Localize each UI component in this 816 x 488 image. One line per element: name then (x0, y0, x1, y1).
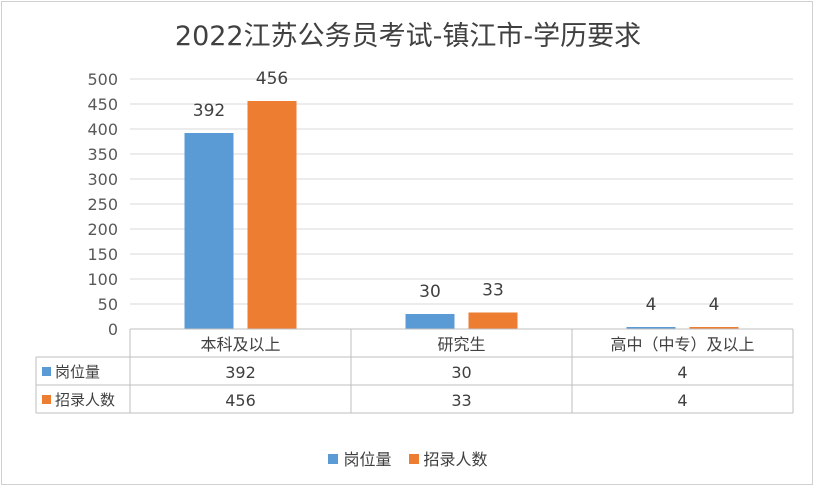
chart-title: 2022江苏公务员考试-镇江市-学历要求 (174, 21, 642, 52)
bar (689, 327, 739, 329)
data-label: 30 (419, 282, 441, 302)
table-row-header: 岗位量 (55, 363, 100, 381)
data-label: 4 (709, 295, 720, 315)
table-legend-key (42, 395, 51, 404)
table-cell: 456 (225, 391, 256, 410)
x-tick-label: 高中（中专）及以上 (610, 335, 754, 354)
data-label: 4 (646, 295, 657, 315)
bar (247, 101, 297, 329)
table-cell: 4 (677, 391, 687, 410)
x-tick-label: 本科及以上 (200, 335, 280, 354)
legend-label-series-1: 岗位量 (343, 450, 392, 469)
legend: 岗位量 招录人数 (0, 446, 816, 470)
legend-swatch-series-2 (408, 454, 419, 464)
bar (468, 312, 518, 329)
y-tick-label: 300 (87, 170, 118, 189)
legend-swatch-series-1 (328, 454, 339, 464)
legend-item-series-2: 招录人数 (408, 446, 488, 470)
legend-label-series-2: 招录人数 (423, 450, 488, 469)
y-tick-label: 0 (108, 320, 118, 339)
x-tick-label: 研究生 (437, 335, 485, 354)
y-tick-label: 500 (87, 70, 118, 89)
y-tick-label: 200 (87, 220, 118, 239)
data-label: 392 (193, 101, 225, 121)
y-tick-label: 350 (87, 145, 118, 164)
y-tick-label: 250 (87, 195, 118, 214)
legend-item-series-1: 岗位量 (328, 446, 391, 470)
y-tick-label: 100 (87, 270, 118, 289)
table-cell: 30 (451, 363, 471, 382)
y-tick-label: 450 (87, 95, 118, 114)
table-cell: 392 (225, 363, 256, 382)
bar (405, 314, 455, 329)
table-legend-key (42, 367, 51, 376)
data-label: 456 (256, 69, 288, 89)
data-label: 33 (482, 281, 504, 301)
table-cell: 33 (451, 391, 471, 410)
y-tick-label: 50 (98, 295, 118, 314)
bar (184, 133, 234, 329)
y-tick-label: 150 (87, 245, 118, 264)
bar (626, 327, 676, 329)
y-tick-label: 400 (87, 120, 118, 139)
table-row-header: 招录人数 (55, 391, 115, 409)
table-cell: 4 (677, 363, 687, 382)
